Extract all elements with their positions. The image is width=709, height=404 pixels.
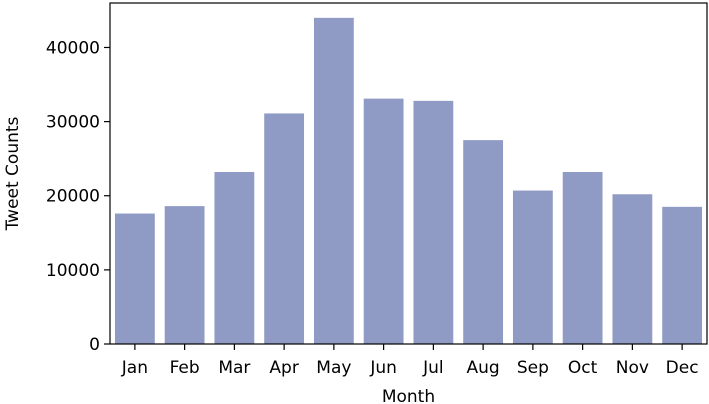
x-tick-label: Jun [369,358,397,378]
x-tick-label: Nov [616,358,649,378]
bar-jun [363,98,404,344]
x-axis: Jan Feb Mar Apr May Jun Jul Aug Sep Oct Nov Dec [121,344,699,378]
x-axis-label: Month [382,387,435,404]
x-tick-label: Feb [170,358,200,378]
bar-nov [612,194,653,344]
bar-feb [164,206,205,344]
bar-aug [463,140,504,344]
x-tick-label: Jan [121,358,148,378]
x-tick-label: Aug [467,358,500,378]
y-tick-label: 30000 [46,113,100,133]
y-tick-label: 10000 [46,261,100,281]
bar-dec [662,206,703,344]
x-tick-label: Sep [517,358,549,378]
y-tick-label: 20000 [46,187,100,207]
x-tick-label: Apr [269,358,298,378]
bar-sep [512,190,553,344]
x-tick-label: Mar [218,358,250,378]
y-tick-label: 0 [89,335,100,355]
x-tick-label: Oct [568,358,598,378]
bar-jul [413,100,454,344]
y-tick-label: 40000 [46,38,100,58]
bar-apr [264,113,305,344]
x-tick-label: May [316,358,351,378]
y-axis: 0 10000 20000 30000 40000 [46,38,110,355]
bar-oct [562,172,603,344]
bar-jan [114,213,155,344]
bar-mar [214,172,255,344]
x-tick-label: Dec [666,358,699,378]
bar-may [313,17,354,345]
y-axis-label: Tweet Counts [3,116,23,231]
x-tick-label: Jul [422,358,444,378]
bars-group [114,17,703,345]
plot-frame [109,2,708,345]
